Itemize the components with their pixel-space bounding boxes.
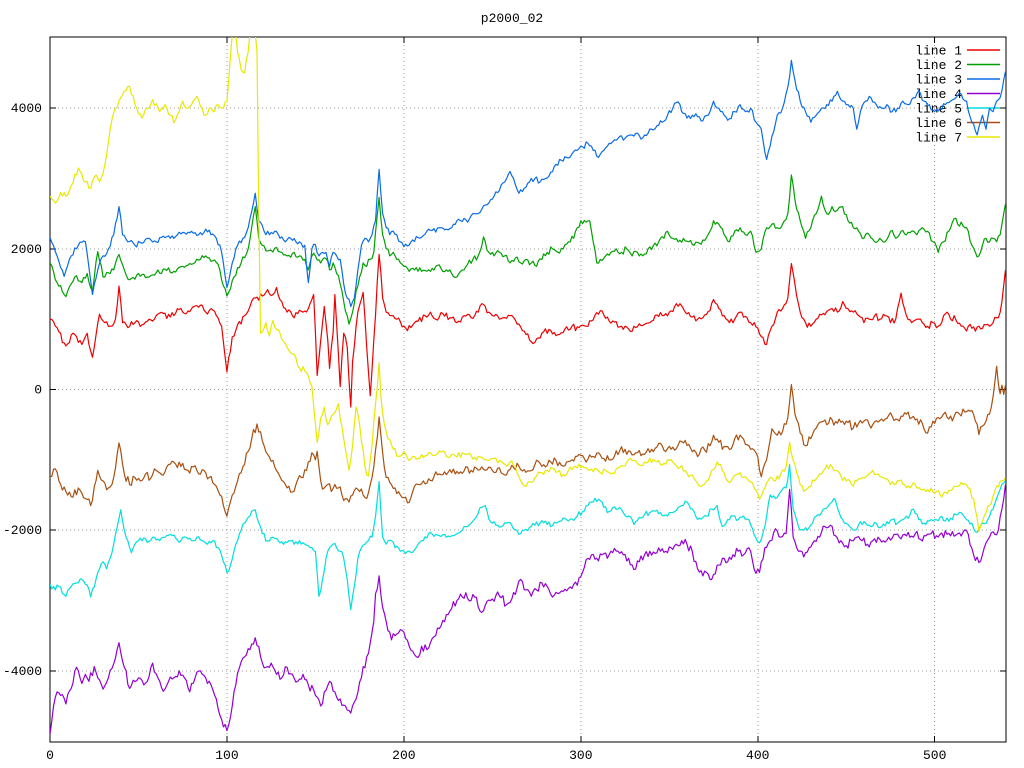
x-tick-label: 400	[746, 748, 769, 763]
series-line-4	[50, 484, 1006, 735]
y-tick-label: -4000	[3, 664, 42, 679]
axis-labels: -4000 -2000 0 2000 4000 0 100 200 300 400 500	[3, 101, 946, 763]
series-line-3	[50, 59, 1006, 308]
grid-lines	[49, 37, 1006, 742]
series-line-6	[50, 365, 1006, 517]
legend-label: line 4	[915, 87, 962, 102]
legend-label: line 7	[915, 131, 962, 146]
y-tick-label: 0	[34, 383, 42, 398]
x-tick-label: 300	[569, 748, 592, 763]
y-tick-label: 2000	[11, 242, 42, 257]
legend-label: line 6	[915, 116, 962, 131]
series-line-2	[50, 174, 1006, 325]
legend-label: line 5	[915, 102, 962, 117]
y-tick-label: 4000	[11, 101, 42, 116]
chart-title: p2000_02	[480, 11, 544, 26]
legend-label: line 2	[915, 58, 962, 73]
legend-label: line 1	[915, 44, 962, 59]
x-tick-label: 200	[392, 748, 415, 763]
y-tick-label: -2000	[3, 523, 42, 538]
x-tick-label: 100	[215, 748, 238, 763]
series-line-5	[50, 464, 1006, 611]
series-group	[50, 37, 1006, 735]
legend-label: line 3	[915, 73, 962, 88]
series-line-7	[50, 37, 1006, 533]
series-line-1	[50, 253, 1006, 408]
x-tick-label: 0	[46, 748, 54, 763]
x-tick-label: 500	[923, 748, 946, 763]
